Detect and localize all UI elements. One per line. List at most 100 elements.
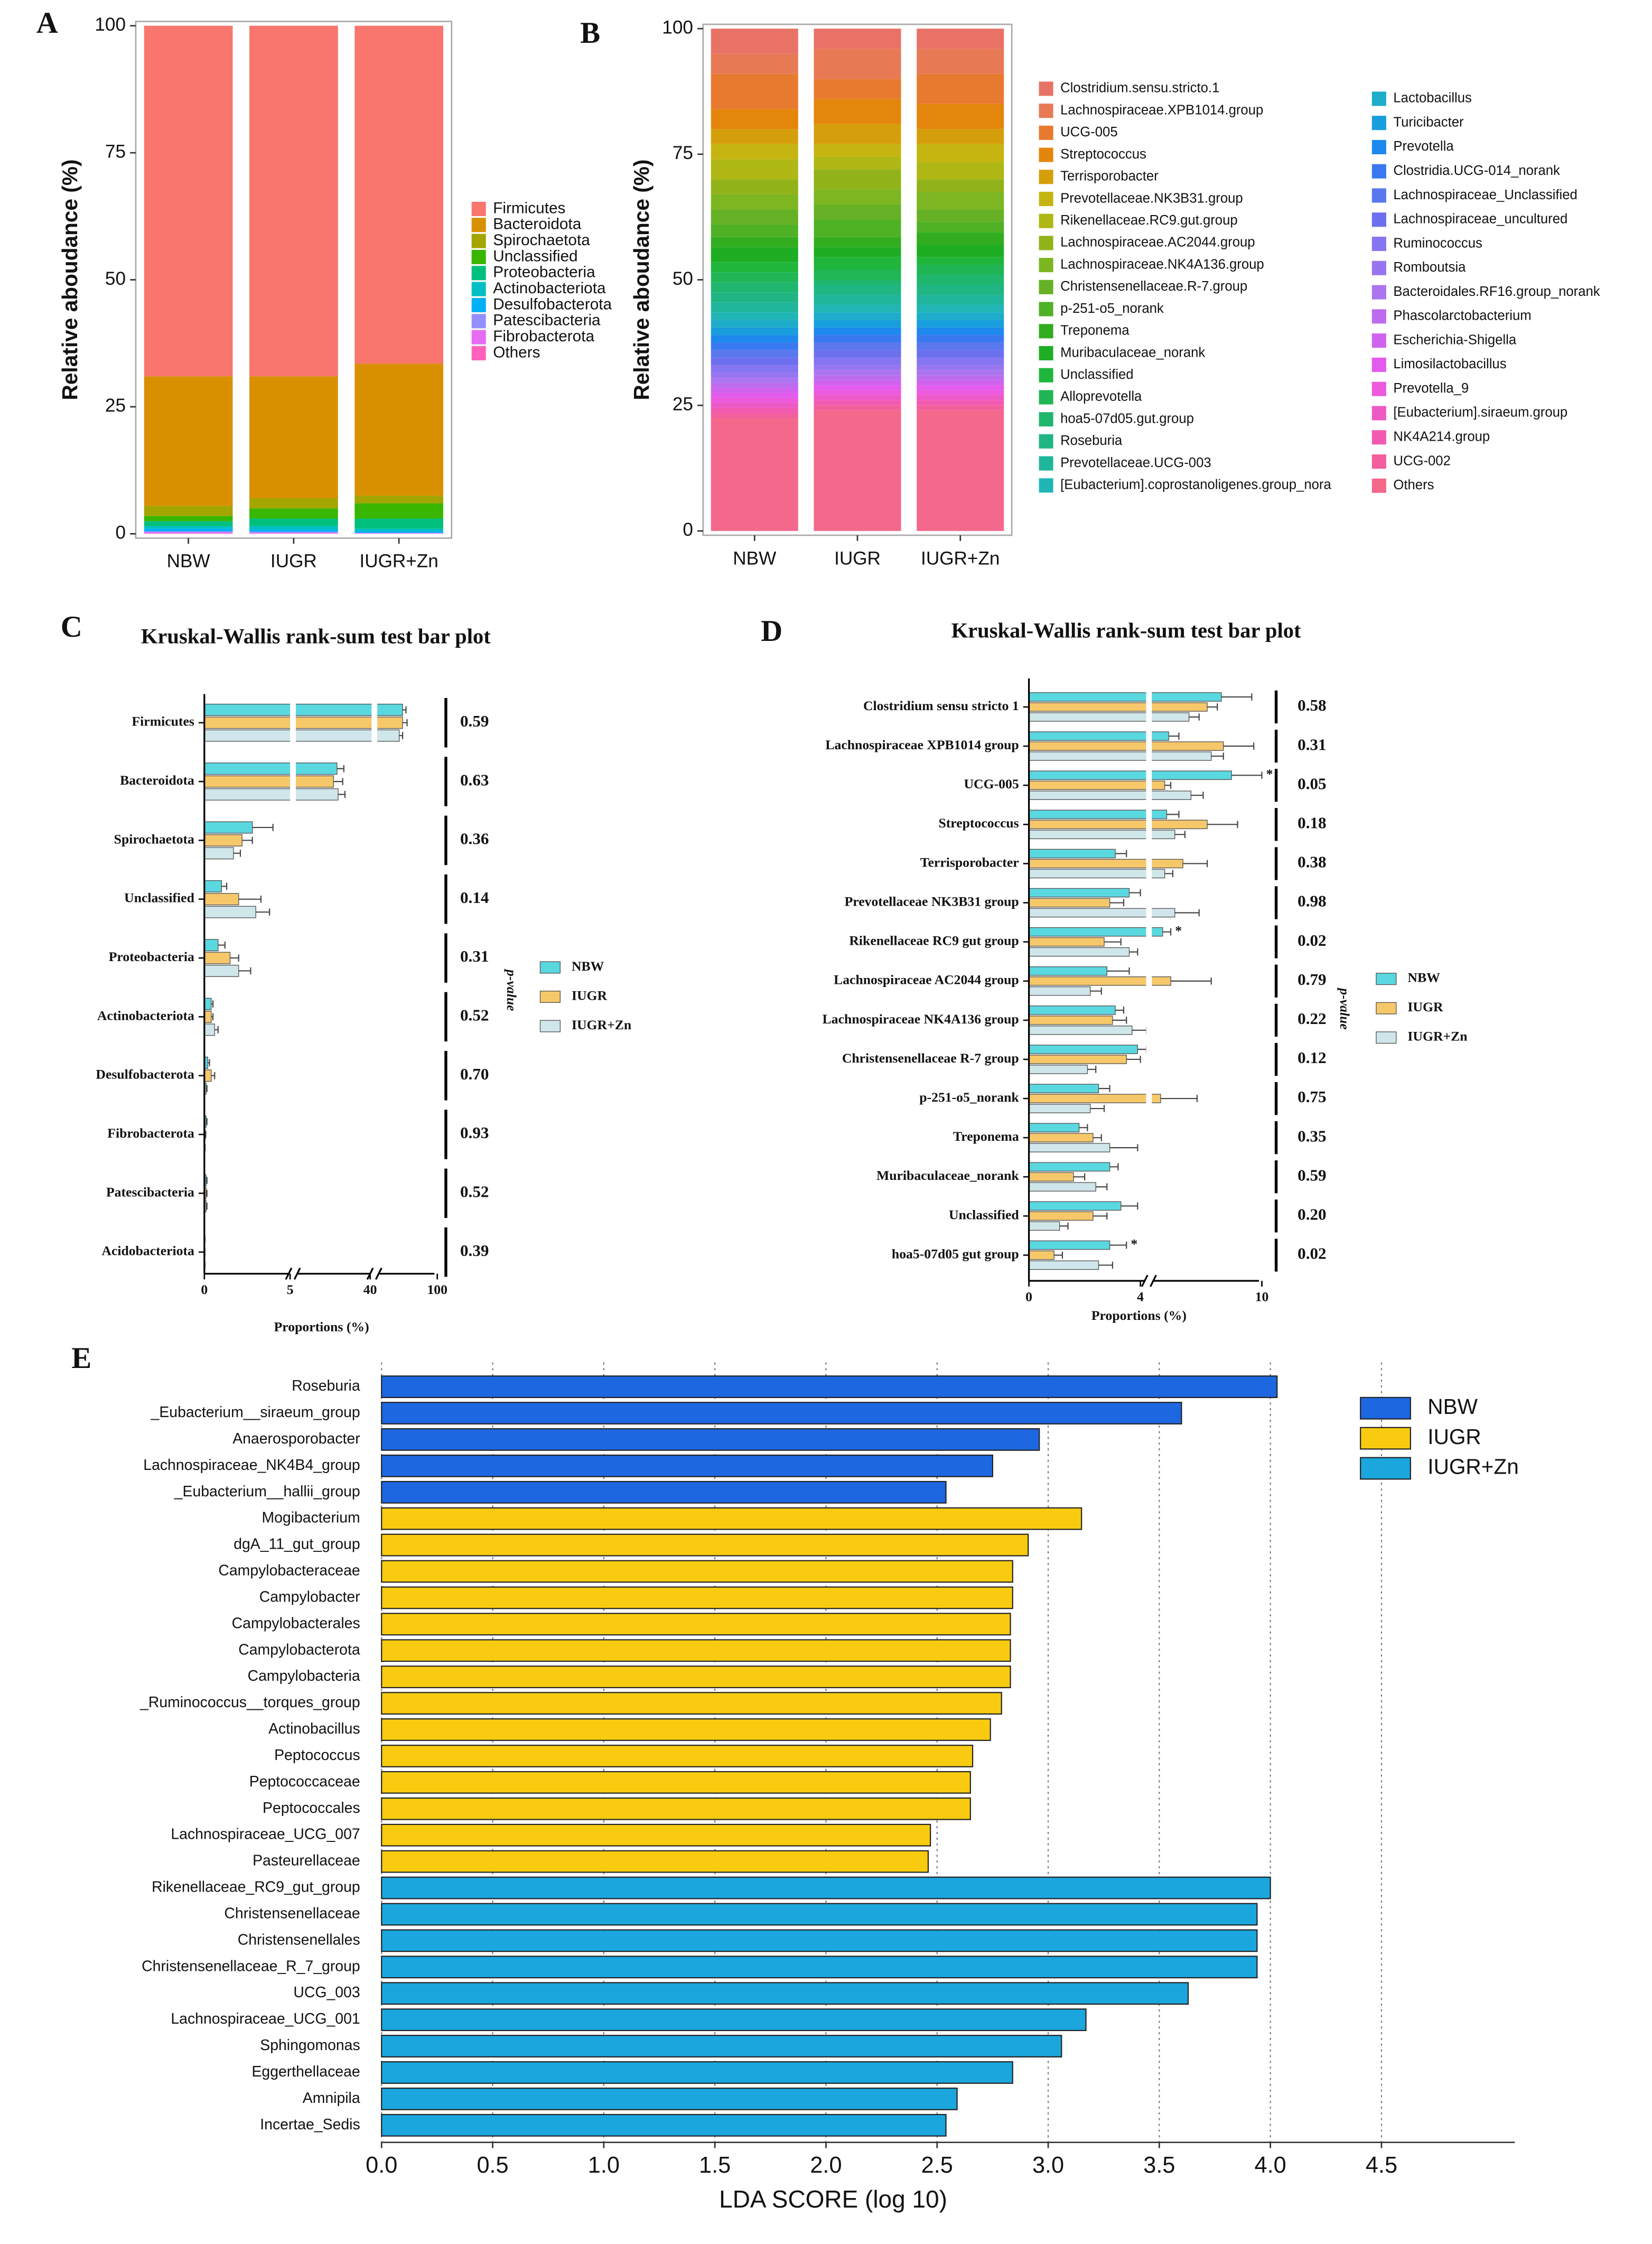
legend-swatch (1371, 212, 1386, 227)
legend-swatch (1371, 236, 1386, 252)
x-tick-label: 40 (363, 1282, 377, 1297)
category-label: Rikenellaceae RC9 gut group (849, 933, 1019, 948)
bar (204, 1010, 212, 1023)
category-label: Lachnospiraceae XPB1014 group (825, 737, 1019, 752)
bar (1028, 1221, 1060, 1231)
bar (1028, 790, 1192, 800)
p-value: 0.22 (1298, 1009, 1326, 1028)
category-label: Prevotellaceae NK3B31 group (845, 893, 1019, 909)
bar-segment (711, 224, 798, 237)
bar-segment (249, 376, 338, 498)
bar-segment (144, 532, 233, 534)
error-bar (242, 836, 253, 844)
bar (381, 1586, 1013, 1609)
error-bar (252, 824, 274, 831)
bar (381, 1533, 1029, 1557)
legend-swatch (1371, 430, 1386, 445)
legend-label: UCG-002 (1393, 453, 1450, 468)
legend-swatch (1371, 116, 1386, 131)
bar (381, 1956, 1258, 1979)
legend-swatch (1039, 258, 1053, 273)
bar-segment (814, 335, 901, 343)
error-bar (1109, 1163, 1119, 1171)
legend-label: NK4A214.group (1393, 430, 1490, 444)
legend-label: Proteobacteria (493, 264, 595, 281)
error-bar (218, 941, 226, 949)
bar-segment (814, 219, 901, 237)
legend-label: Prevotellaceae.NK3B31.group (1060, 191, 1243, 206)
p-value: 0.75 (1298, 1087, 1326, 1106)
legend-swatch (1039, 434, 1053, 449)
category-label: hoa5-07d05 gut group (892, 1246, 1019, 1261)
legend-swatch (471, 346, 486, 361)
panel-label: B (580, 16, 600, 50)
p-value-axis-label: p-value (1337, 987, 1352, 1030)
x-tick-label: NBW (733, 548, 777, 569)
bar-segment (354, 518, 444, 529)
x-tick-label: 0 (1025, 1289, 1032, 1305)
category-label: Fibrobacterota (107, 1125, 194, 1141)
legend-swatch (471, 266, 486, 281)
legend-swatch (1039, 104, 1053, 118)
bar-segment (711, 129, 798, 144)
legend-label: Lachnospiraceae_Unclassified (1393, 188, 1577, 202)
panel-label: C (61, 610, 82, 644)
bar (204, 834, 242, 846)
bar (1028, 1250, 1054, 1260)
category-label: Campylobacter (259, 1588, 360, 1605)
bar-segment (711, 302, 798, 313)
error-bar (221, 882, 228, 890)
legend-swatch (1039, 280, 1053, 294)
error-bar (1164, 781, 1172, 789)
legend-label: Lachnospiraceae.AC2044.group (1060, 235, 1255, 250)
category-label: _Eubacterium__hallii_group (174, 1483, 360, 1500)
error-bar (211, 1000, 214, 1008)
category-label: Lachnospiraceae AC2044 group (834, 972, 1019, 988)
bar (204, 762, 338, 775)
p-value: 0.59 (460, 712, 489, 730)
legend-label: NBW (1427, 1394, 1478, 1419)
bar-segment (917, 244, 1004, 257)
bar-segment (917, 73, 1004, 104)
y-tick-label: 75 (673, 143, 693, 163)
bar-segment (144, 533, 233, 534)
bar-segment (814, 370, 901, 376)
legend-swatch (1371, 333, 1386, 348)
bar-segment (249, 533, 338, 534)
bar (1028, 1182, 1096, 1192)
bar-segment (249, 529, 338, 532)
category-label: Unclassified (949, 1207, 1019, 1222)
bar (204, 775, 334, 788)
bar (204, 880, 222, 892)
category-label: Roseburia (292, 1377, 360, 1394)
legend-label: Lachnospiraceae.XPB1014.group (1060, 103, 1263, 117)
bar-segment (917, 295, 1004, 305)
error-bar (1223, 742, 1255, 750)
error-bar (211, 1013, 214, 1021)
category-label: Lachnospiraceae_NK4B4_group (143, 1457, 360, 1474)
significance-mark: * (1266, 766, 1273, 781)
legend-swatch (1039, 390, 1053, 405)
bar-segment (249, 526, 338, 530)
bar-segment (917, 400, 1004, 406)
legend-label: [Eubacterium].coprostanoligenes.group_no… (1060, 478, 1331, 492)
p-value: 0.52 (460, 1006, 489, 1025)
bar (1028, 1045, 1138, 1054)
legend-label: Roseburia (1060, 433, 1123, 448)
legend-swatch (471, 249, 486, 264)
legend-swatch (1371, 381, 1386, 396)
error-bar (1096, 1183, 1108, 1191)
bar-segment (917, 209, 1004, 222)
category-label: Christensenellaceae (224, 1905, 360, 1922)
bar-segment (814, 29, 901, 49)
bar (1028, 751, 1212, 761)
bar-segment (711, 365, 798, 373)
bar-segment (917, 320, 1004, 328)
p-value: 0.59 (1298, 1166, 1326, 1184)
bar-segment (917, 129, 1004, 144)
category-label: Treponema (953, 1129, 1019, 1144)
bar-segment (917, 264, 1004, 275)
legend-label: Spirochaetota (493, 231, 590, 249)
legend-label: Unclassified (493, 247, 577, 265)
bar (1028, 741, 1224, 751)
